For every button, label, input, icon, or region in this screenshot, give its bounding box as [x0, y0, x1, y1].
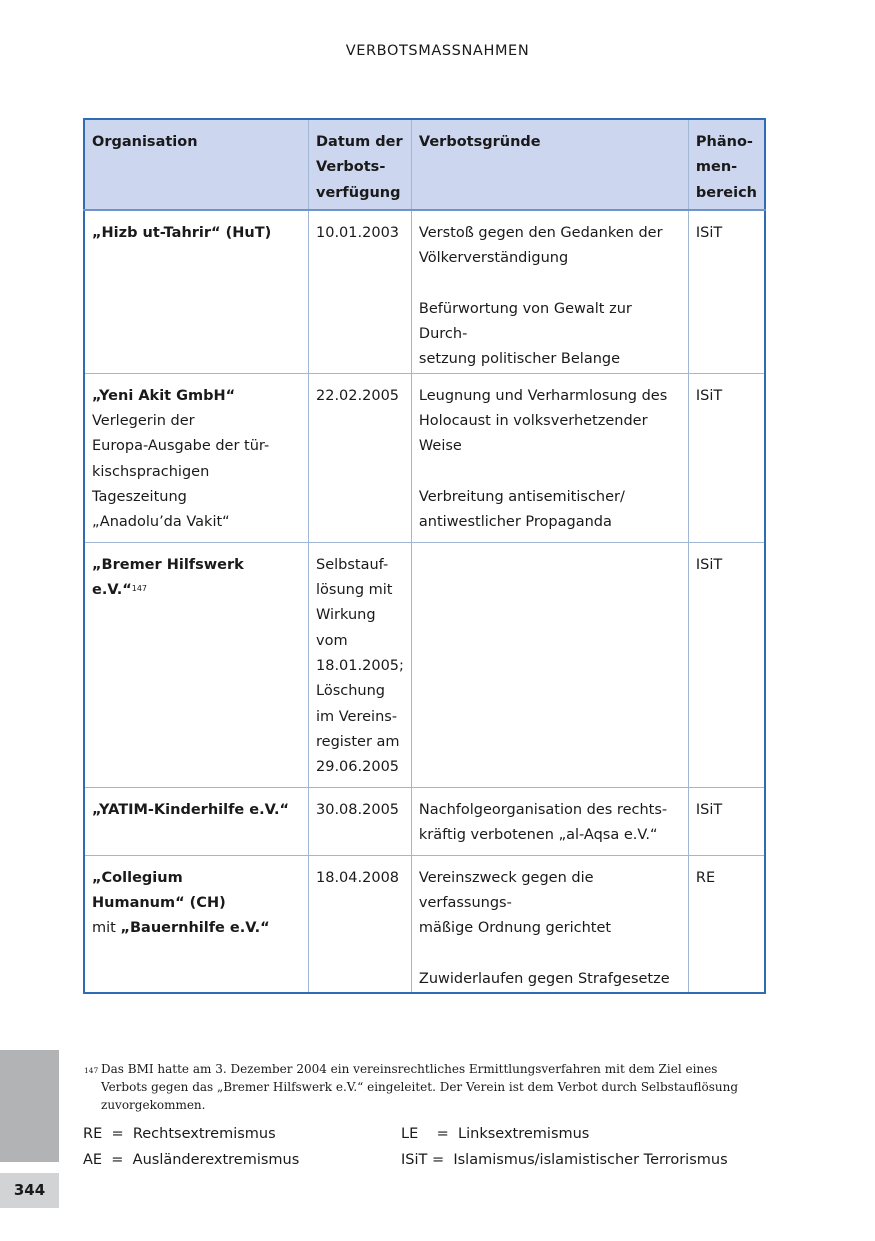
cell-date: 22.02.2005: [308, 372, 412, 543]
org-name: „Collegium Humanum“ (CH): [92, 869, 226, 912]
table-row: „Collegium Humanum“ (CH) mit „Bauernhilf…: [83, 854, 766, 994]
cell-date: Selbstauf- lösung mit Wirkung vom 18.01.…: [308, 541, 412, 788]
cell-organisation: „Yeni Akit GmbH“ Verlegerin der Europa-A…: [83, 372, 309, 543]
table-header-row: Organisation Datum der Verbots- verfügun…: [83, 118, 766, 211]
abbreviation-legend-left: RE = Rechtsextremismus AE = Ausländerext…: [83, 1121, 299, 1173]
cell-date: 10.01.2003: [308, 209, 412, 374]
header-area: Phäno- men- bereich: [687, 118, 766, 211]
running-head: VERBOTSMASSNAHMEN: [345, 43, 530, 59]
legend-item: LE = Linksextremismus: [401, 1126, 590, 1142]
table-row: „YATIM-Kinderhilfe e.V.“ 30.08.2005 Nach…: [83, 786, 766, 856]
cell-area: ISiT: [687, 209, 766, 374]
org-name: „Bremer Hilfswerk e.V.“: [92, 556, 244, 599]
footnote-number: 147: [84, 1066, 99, 1075]
cell-date: 30.08.2005: [308, 786, 412, 856]
cell-reasons: Nachfolgeorganisation des rechts- kräfti…: [410, 786, 689, 856]
table-row: „Yeni Akit GmbH“ Verlegerin der Europa-A…: [83, 372, 766, 543]
cell-organisation: „Bremer Hilfswerk e.V.“147: [83, 541, 309, 788]
legend-item: AE = Ausländerextremismus: [83, 1152, 300, 1168]
cell-area: RE: [687, 854, 766, 994]
table-row: „Hizb ut-Tahrir“ (HuT) 10.01.2003 Versto…: [83, 209, 766, 374]
cell-reasons: Verstoß gegen den Gedanken der Völkerver…: [410, 209, 689, 374]
cell-area: ISiT: [687, 372, 766, 543]
footnote: 147 Das BMI hatte am 3. Dezember 2004 ei…: [84, 1060, 764, 1114]
cell-reasons: [410, 541, 689, 788]
org-connector: mit: [92, 920, 121, 937]
page-number: 344: [0, 1173, 59, 1208]
footnote-text: Das BMI hatte am 3. Dezember 2004 ein ve…: [101, 1062, 739, 1112]
org-name: „Yeni Akit GmbH“: [92, 387, 236, 404]
footnote-ref[interactable]: 147: [131, 584, 148, 594]
legend-item: RE = Rechtsextremismus: [83, 1126, 276, 1142]
cell-organisation: „Hizb ut-Tahrir“ (HuT): [83, 209, 309, 374]
header-date: Datum der Verbots- verfügung: [308, 118, 412, 211]
table-row: „Bremer Hilfswerk e.V.“147 Selbstauf- lö…: [83, 541, 766, 788]
cell-reasons: Leugnung und Verharmlosung des Holocaust…: [410, 372, 689, 543]
cell-date: 18.04.2008: [308, 854, 412, 994]
cell-reasons: Vereinszweck gegen die verfassungs- mäßi…: [410, 854, 689, 994]
org-name: „Hizb ut-Tahrir“ (HuT): [92, 225, 272, 241]
org-name: „YATIM-Kinderhilfe e.V.“: [92, 801, 290, 818]
org-name-secondary: „Bauernhilfe e.V.“: [120, 920, 270, 937]
ban-measures-table: Organisation Datum der Verbots- verfügun…: [83, 118, 766, 995]
legend-item: ISiT = Islamismus/islamistischer Terrori…: [401, 1152, 728, 1168]
cell-organisation: „YATIM-Kinderhilfe e.V.“: [83, 786, 309, 856]
chapter-side-tab: [0, 1050, 59, 1162]
cell-area: ISiT: [687, 786, 766, 856]
cell-area: ISiT: [687, 541, 766, 788]
header-organisation: Organisation: [83, 118, 309, 211]
header-reasons: Verbotsgründe: [410, 118, 689, 211]
abbreviation-legend-right: LE = Linksextremismus ISiT = Islamismus/…: [401, 1121, 728, 1173]
cell-organisation: „Collegium Humanum“ (CH) mit „Bauernhilf…: [83, 854, 309, 994]
org-description: Verlegerin der Europa-Ausgabe der tür- k…: [92, 413, 270, 531]
